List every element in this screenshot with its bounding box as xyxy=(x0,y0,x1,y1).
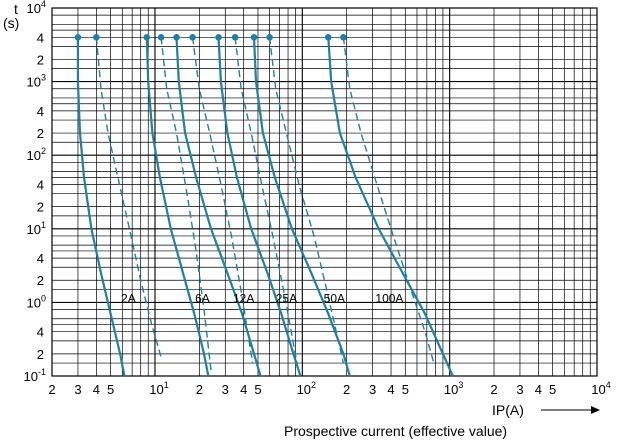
x-tick-label: 5 xyxy=(107,382,114,397)
y-tick-label: 100 xyxy=(27,293,46,310)
series-label: 2A xyxy=(121,291,136,305)
series-label: 6A xyxy=(195,291,210,305)
x-axis-arrow xyxy=(541,406,600,414)
curve-solid-25A xyxy=(217,37,302,377)
series-label: 25A xyxy=(276,291,297,305)
y-unit-label-t: t xyxy=(14,1,18,17)
curve-start-dot xyxy=(340,33,347,41)
series-50A: 50A xyxy=(250,33,351,377)
series-2A: 2A xyxy=(74,33,162,377)
series-label: 12A xyxy=(233,291,254,305)
x-tick-label: 101 xyxy=(149,380,168,397)
series-label: 100A xyxy=(375,291,403,305)
curve-start-dot xyxy=(93,33,100,41)
x-tick-label: 5 xyxy=(402,382,409,397)
curve-dashed-50A xyxy=(268,37,345,364)
x-tick-label: 2 xyxy=(48,382,55,397)
curve-solid-6A xyxy=(145,37,210,377)
x-axis-caption: Prospective current (effective value) xyxy=(284,423,507,439)
series-label: 50A xyxy=(324,291,345,305)
y-tick-label: 102 xyxy=(27,146,46,163)
curve-solid-2A xyxy=(76,37,126,377)
series-100A: 100A xyxy=(324,33,454,377)
x-tick-label: 4 xyxy=(240,382,247,397)
y-tick-labels: 10-1 2 4 100 2 4 101 2 4 102 2 4 103 2 4 104 xyxy=(24,0,46,384)
series-25A: 25A xyxy=(215,33,302,377)
curve-solid-100A xyxy=(327,37,454,377)
curve-dashed-12A xyxy=(191,37,254,364)
gridlines xyxy=(52,8,597,376)
x-tick-label: 4 xyxy=(387,382,394,397)
curve-start-dot xyxy=(215,33,222,41)
y-tick-label: 2 xyxy=(37,126,44,141)
plot-frame xyxy=(51,7,598,377)
series-6A: 6A xyxy=(143,33,212,377)
y-tick-label: 4 xyxy=(37,251,44,266)
y-tick-label: 10-1 xyxy=(24,367,46,384)
x-tick-labels: 2 3 4 5 101 2 3 4 5 102 2 3 4 5 103 2 3 4 5 104 xyxy=(48,380,610,397)
x-tick-label: 5 xyxy=(549,382,556,397)
y-tick-label: 104 xyxy=(27,0,46,16)
x-tick-label: 5 xyxy=(254,382,261,397)
curve-start-dot xyxy=(250,33,258,41)
x-axis-label: IP(A) xyxy=(492,402,524,418)
x-tick-label: 2 xyxy=(490,382,497,397)
x-tick-label: 3 xyxy=(369,382,376,397)
x-tick-label: 104 xyxy=(591,380,610,397)
x-tick-label: 3 xyxy=(516,382,523,397)
curve-start-dot xyxy=(74,33,82,41)
curve-dashed-6A xyxy=(160,37,212,371)
y-tick-label: 2 xyxy=(37,273,44,288)
x-tick-label: 4 xyxy=(93,382,100,397)
curve-start-dot xyxy=(324,33,332,41)
y-tick-label: 4 xyxy=(37,30,44,45)
y-tick-label: 4 xyxy=(37,177,44,192)
curve-dashed-25A xyxy=(234,37,298,364)
y-tick-label: 4 xyxy=(37,104,44,119)
x-tick-label: 103 xyxy=(444,380,463,397)
curve-start-dot xyxy=(189,33,196,41)
x-tick-label: 2 xyxy=(343,382,350,397)
curve-start-dot xyxy=(173,33,180,41)
y-tick-label: 103 xyxy=(27,73,46,90)
series-12A: 12A xyxy=(173,33,262,377)
fuse-curves: 2A 6A 12A 25A 50A 100A xyxy=(74,33,454,377)
y-tick-label: 101 xyxy=(27,220,46,237)
x-tick-label: 102 xyxy=(297,380,316,397)
curve-start-dot xyxy=(266,33,273,41)
curve-start-dot xyxy=(231,33,239,41)
x-tick-label: 3 xyxy=(222,382,229,397)
y-tick-label: 2 xyxy=(37,52,44,67)
x-tick-label: 3 xyxy=(74,382,81,397)
curve-dashed-100A xyxy=(342,37,435,364)
y-unit-label-s: (s) xyxy=(3,15,19,31)
x-tick-label: 2 xyxy=(196,382,203,397)
curve-start-dot xyxy=(157,33,165,41)
x-tick-label: 4 xyxy=(535,382,542,397)
y-tick-label: 4 xyxy=(37,325,44,340)
curve-dashed-2A xyxy=(95,37,162,358)
y-tick-label: 2 xyxy=(37,200,44,215)
curve-start-dot xyxy=(143,33,151,41)
curve-solid-12A xyxy=(175,37,262,377)
y-tick-label: 2 xyxy=(37,347,44,362)
